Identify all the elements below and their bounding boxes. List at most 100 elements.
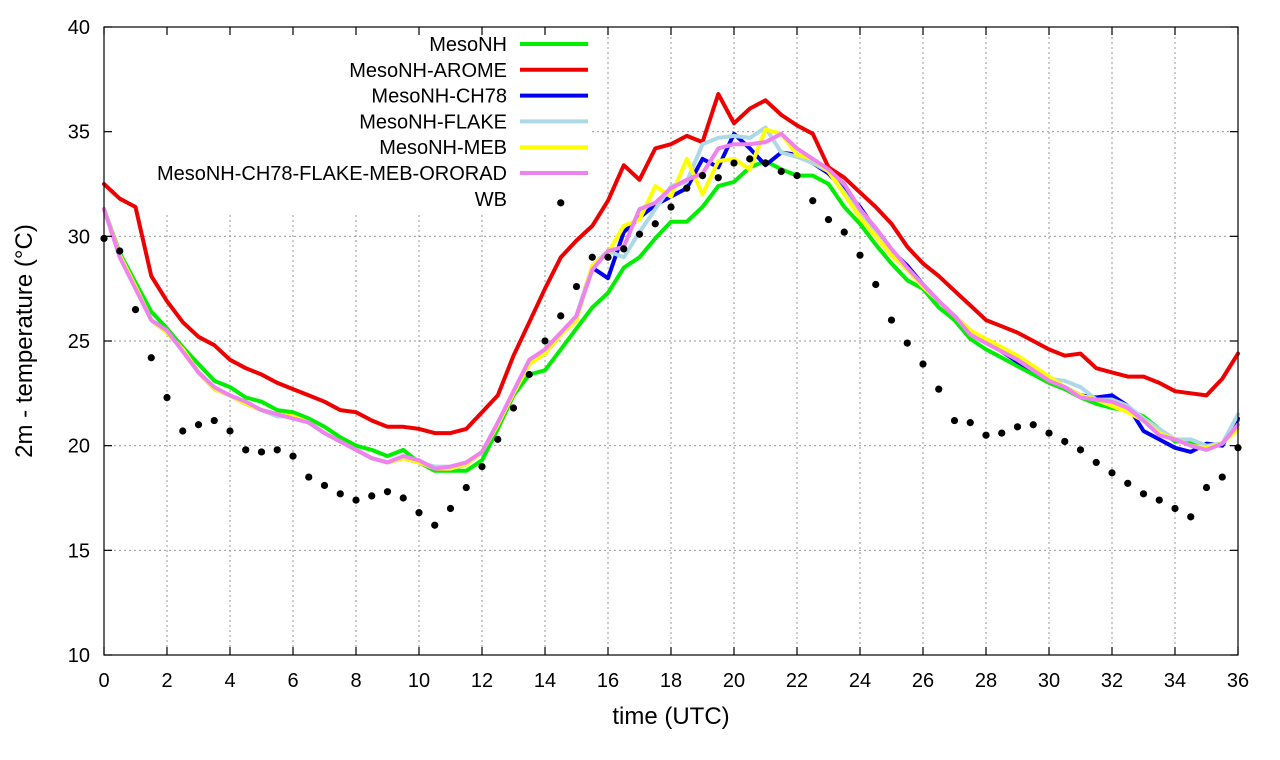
series-line — [102, 131, 1240, 471]
data-point — [352, 496, 360, 504]
data-point — [131, 306, 140, 314]
data-point — [1061, 437, 1069, 446]
data-point — [903, 339, 911, 347]
x-tick-label: 16 — [597, 670, 619, 692]
data-point — [793, 172, 801, 180]
series-mesonh-ch78-flake-meb-ororad — [102, 131, 1240, 471]
series-line — [102, 92, 1240, 436]
data-point — [1139, 490, 1148, 498]
series-wb — [100, 155, 1242, 529]
x-tick-label: 30 — [1038, 670, 1060, 692]
x-tick-label: 12 — [471, 670, 493, 692]
series-mesonh-arome — [102, 92, 1240, 436]
data-point — [919, 360, 927, 368]
data-point — [1218, 473, 1226, 481]
x-tick-label: 32 — [1101, 670, 1123, 692]
legend-label: MesoNH-AROME — [349, 60, 507, 82]
data-point — [399, 494, 407, 502]
data-point — [557, 199, 565, 207]
x-tick-label: 10 — [408, 670, 430, 692]
x-tick-label: 0 — [98, 670, 109, 692]
data-point — [982, 431, 990, 439]
data-point — [1171, 504, 1179, 513]
data-point — [935, 385, 943, 393]
data-point — [856, 251, 864, 259]
data-point — [509, 404, 518, 412]
data-point — [541, 337, 549, 345]
x-tick-label: 22 — [786, 670, 808, 692]
data-point — [368, 492, 376, 500]
data-point — [730, 159, 738, 167]
x-tick-label: 26 — [912, 670, 934, 692]
legend-label: MesoNH — [429, 34, 507, 56]
data-point — [698, 172, 707, 180]
series-layer — [100, 92, 1242, 529]
axis-ticks: 0 2 4 6 8 10 12 14 16 18 20 22 24 26 28 30 32 34 361015202… — [68, 17, 1249, 692]
data-point — [572, 282, 581, 291]
data-point — [1202, 483, 1211, 492]
legend-label: MesoNH-CH78 — [371, 86, 507, 108]
data-point — [1013, 423, 1022, 431]
data-point — [966, 419, 974, 427]
data-point — [604, 253, 612, 261]
x-tick-label: 28 — [975, 670, 997, 692]
data-point — [998, 429, 1006, 437]
data-point — [667, 203, 675, 211]
y-axis-title: 2m - temperature (°C) — [11, 224, 38, 458]
data-point — [714, 174, 722, 182]
data-point — [824, 215, 833, 224]
data-point — [289, 452, 297, 460]
data-point — [415, 509, 423, 517]
data-point — [683, 184, 691, 192]
x-tick-label: 18 — [660, 670, 682, 692]
x-tick-label: 20 — [723, 670, 745, 692]
data-point — [872, 280, 880, 289]
data-point — [1092, 458, 1100, 467]
data-point — [1187, 513, 1195, 521]
x-axis-title: time (UTC) — [612, 703, 729, 730]
y-tick-label: 15 — [68, 540, 90, 562]
x-tick-label: 34 — [1164, 670, 1186, 692]
y-tick-label: 20 — [68, 436, 90, 458]
data-point — [273, 446, 281, 454]
data-point — [761, 159, 770, 167]
x-tick-label: 4 — [224, 670, 235, 692]
legend-label: MesoNH-MEB — [379, 137, 507, 159]
y-tick-label: 10 — [68, 645, 90, 667]
data-point — [147, 354, 155, 362]
data-point — [478, 463, 486, 471]
legend-label: MesoNH-FLAKE — [359, 111, 507, 133]
data-point — [431, 521, 439, 529]
data-point — [1124, 479, 1132, 487]
x-tick-label: 6 — [287, 670, 298, 692]
data-point — [950, 416, 959, 425]
data-point — [462, 483, 470, 492]
data-point — [588, 253, 596, 261]
x-tick-label: 2 — [161, 670, 172, 692]
data-point — [809, 197, 817, 205]
data-point — [1045, 429, 1053, 437]
data-point — [226, 427, 234, 435]
data-point — [194, 421, 203, 429]
x-tick-label: 24 — [849, 670, 871, 692]
data-point — [840, 228, 848, 236]
x-tick-label: 8 — [350, 670, 361, 692]
x-tick-label: 14 — [534, 670, 556, 692]
data-point — [557, 312, 565, 320]
data-point — [446, 504, 455, 513]
y-tick-label: 25 — [68, 331, 90, 353]
data-point — [257, 448, 266, 456]
legend: MesoNH MesoNH-AROME MesoNH-CH78 MesoNH-FLAK… — [157, 34, 588, 211]
data-point — [210, 416, 218, 425]
data-point — [336, 490, 344, 498]
data-point — [494, 435, 502, 443]
data-point — [305, 473, 313, 481]
data-point — [525, 370, 533, 379]
y-tick-label: 40 — [68, 17, 90, 39]
data-point — [1029, 421, 1037, 429]
data-point — [887, 316, 896, 324]
data-point — [1108, 469, 1116, 477]
x-tick-label: 36 — [1227, 670, 1249, 692]
series-mesonh-meb — [102, 127, 1240, 471]
